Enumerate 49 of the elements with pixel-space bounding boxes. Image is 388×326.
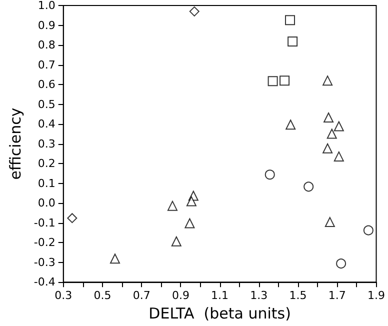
y-tick-label: -0.2	[34, 236, 56, 250]
point	[336, 258, 346, 269]
x-tick-label: 0.7	[132, 289, 150, 302]
y-tick-label: 0.4	[38, 118, 56, 131]
point	[67, 213, 78, 224]
x-tick-label: 1.7	[328, 289, 346, 302]
y-tick-label: 0.1	[38, 176, 56, 190]
point	[110, 254, 120, 264]
x-tick-label: 0.9	[172, 289, 190, 302]
x-tick-label: 1.9	[368, 289, 386, 302]
x-tick-label: 1.5	[289, 289, 307, 302]
point	[264, 170, 275, 180]
point	[334, 151, 344, 162]
point	[304, 182, 314, 192]
point	[288, 36, 298, 46]
point	[326, 128, 337, 139]
point	[167, 200, 178, 211]
y-tick-label: 0.6	[38, 78, 56, 92]
y-tick-label: 0.3	[38, 137, 56, 150]
point	[324, 112, 334, 123]
y-tick-label: -0.3	[34, 256, 56, 269]
y-tick-label: -0.4	[34, 276, 56, 289]
point	[171, 236, 182, 246]
x-tick-label: 0.3	[54, 289, 72, 302]
y-tick-label: 0.8	[38, 38, 56, 52]
y-tick-label: 0.5	[38, 98, 56, 111]
y-tick-label: 0.7	[38, 58, 56, 72]
point	[268, 76, 278, 86]
x-axis-title: DELTA (beta units)	[148, 304, 291, 322]
y-axis-title: efficiency	[6, 108, 24, 180]
point	[322, 76, 333, 86]
point	[322, 143, 333, 154]
point	[363, 225, 374, 236]
y-tick-label: 0.9	[38, 18, 56, 32]
point	[334, 121, 344, 132]
point	[186, 196, 196, 206]
point	[189, 6, 200, 16]
point	[285, 15, 296, 26]
y-tick-label: 0.2	[38, 157, 56, 170]
y-tick-label: 0.0	[38, 196, 56, 210]
point	[324, 217, 335, 228]
y-tick-label: -0.1	[34, 216, 56, 230]
point	[280, 76, 290, 86]
y-tick-label: 1.0	[38, 0, 56, 12]
x-tick-label: 1.3	[250, 289, 268, 302]
x-tick-label: 1.1	[211, 289, 229, 302]
point	[184, 218, 195, 228]
x-tick-label: 0.5	[94, 289, 112, 302]
point	[286, 120, 296, 130]
